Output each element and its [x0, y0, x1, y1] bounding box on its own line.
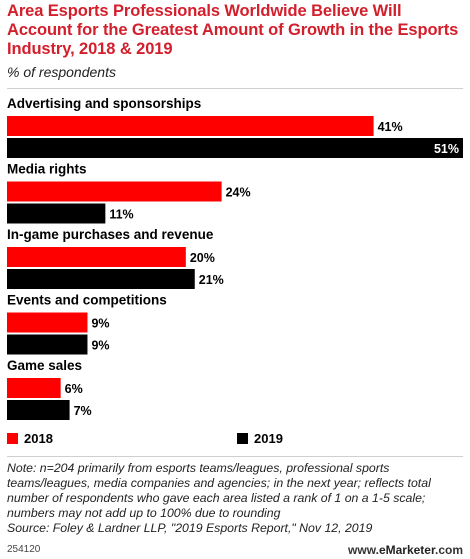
bar-2019: [7, 203, 106, 224]
brand-name: eMarketer: [378, 543, 435, 557]
category-label: Game sales: [7, 358, 82, 373]
data-label-2018: 6%: [65, 382, 83, 396]
data-label-2019: 11%: [109, 208, 133, 222]
bar-2019: [7, 334, 88, 355]
footnote: Note: n=204 primarily from esports teams…: [7, 461, 465, 536]
chart-title: Area Esports Professionals Worldwide Bel…: [7, 2, 459, 58]
legend-swatch-2019: [237, 433, 248, 444]
source-text: Source: Foley & Lardner LLP, "2019 Espor…: [7, 521, 373, 535]
bar-2018: [7, 312, 88, 333]
legend-label-2019: 2019: [254, 431, 283, 446]
brand-suffix: .com: [434, 543, 463, 557]
category-label: Advertising and sponsorships: [7, 96, 201, 111]
bar-2018: [7, 181, 222, 202]
bottom-divider: [7, 456, 463, 457]
data-label-2018: 41%: [378, 120, 403, 134]
chart-subtitle: % of respondents: [7, 64, 116, 80]
bar-2019: [7, 269, 195, 289]
data-label-2018: 24%: [226, 186, 251, 200]
legend-label-2018: 2018: [24, 431, 53, 446]
data-label-2019: 7%: [74, 404, 92, 418]
bar-chart: Advertising and sponsorships 41% 51% Media …: [7, 96, 463, 420]
data-label-2019: 9%: [91, 339, 109, 353]
bar-2019: [7, 138, 463, 158]
data-label-2018: 9%: [91, 317, 109, 331]
brand-prefix: www.: [348, 543, 379, 557]
chart-id: 254120: [7, 544, 41, 555]
bar-2018: [7, 247, 186, 267]
category-label: Events and competitions: [7, 293, 167, 308]
data-label-2019: 21%: [199, 273, 224, 287]
category-label: Media rights: [7, 162, 87, 177]
bar-2019: [7, 400, 70, 420]
data-label-2018: 20%: [190, 251, 215, 265]
category-label: In-game purchases and revenue: [7, 227, 214, 242]
top-divider: [7, 88, 463, 89]
legend-swatch-2018: [7, 433, 18, 444]
brand-logo: www.eMarketer.com: [348, 543, 463, 557]
legend-item-2018: 2018: [7, 431, 53, 446]
note-text: Note: n=204 primarily from esports teams…: [7, 461, 431, 520]
bar-2018: [7, 378, 61, 398]
legend-item-2019: 2019: [237, 431, 283, 446]
data-label-2019: 51%: [434, 142, 459, 156]
bar-2018: [7, 116, 374, 136]
